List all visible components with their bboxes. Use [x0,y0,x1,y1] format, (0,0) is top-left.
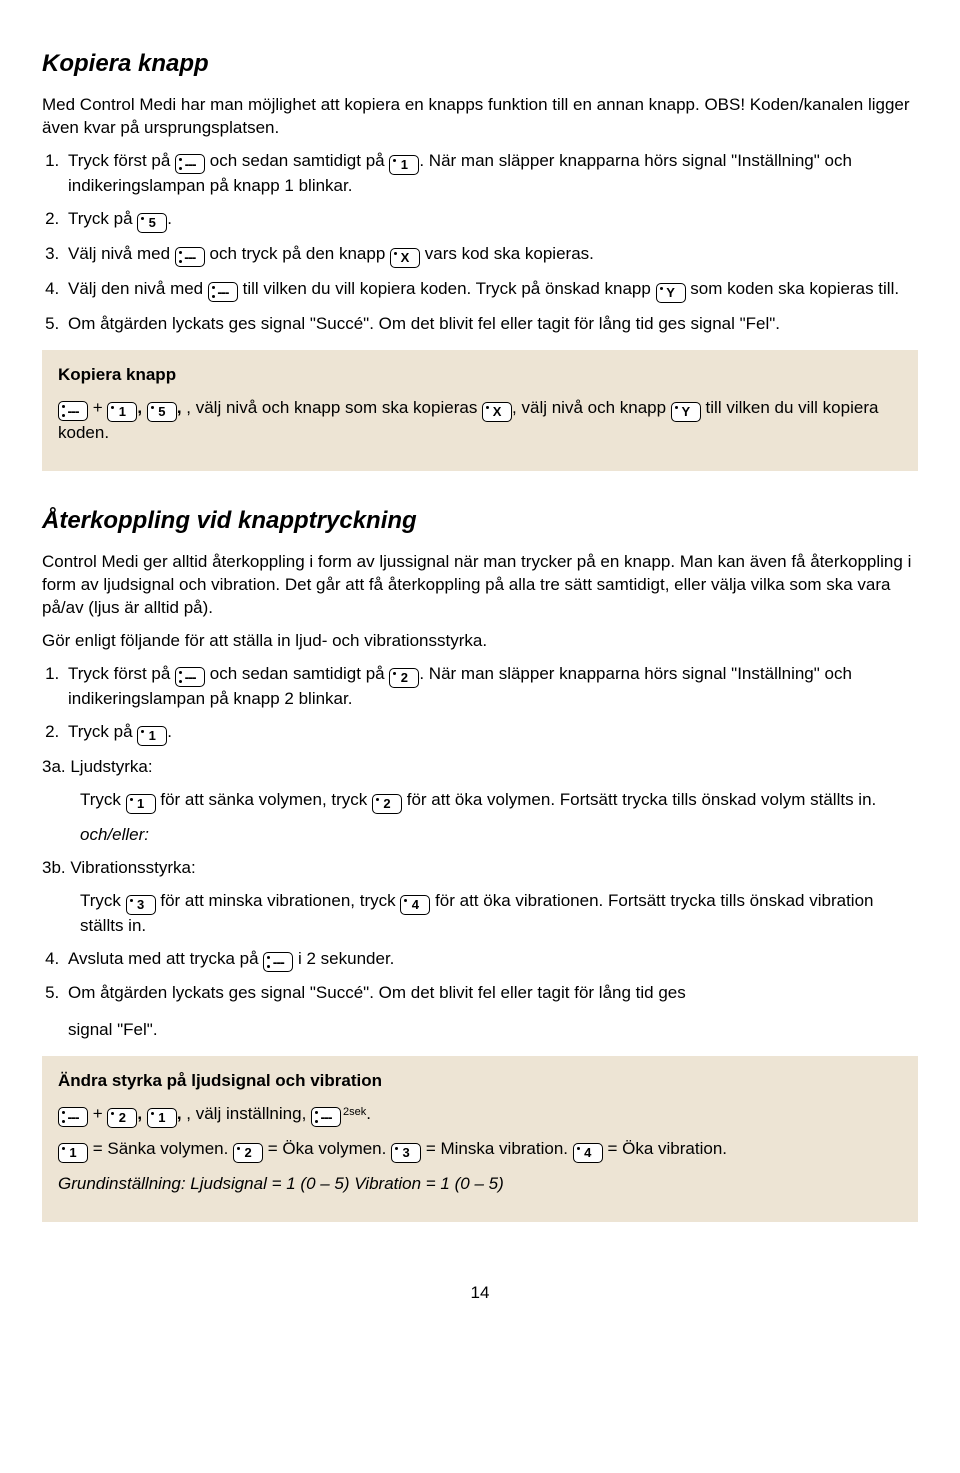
summary-line: --- + 1, 5, , välj nivå och knapp som sk… [58,397,902,445]
key-4-icon: 4 [400,895,430,915]
text: som koden ska kopieras till. [686,279,900,298]
key-y-icon: Y [671,402,701,422]
text: , välj inställning, [186,1104,311,1123]
key-dash-icon: --- [175,247,205,267]
s2-step4: Avsluta med att trycka på --- i 2 sekund… [64,948,918,972]
key-3-icon: 3 [391,1143,421,1163]
text: , välj nivå och knapp som ska kopieras [186,398,482,417]
text: signal "Fel". [68,1019,918,1042]
key-x-icon: X [482,402,512,422]
text: , [137,1104,146,1123]
s1-step4: Välj den nivå med --- till vilken du vil… [64,278,918,303]
key-1-icon: 1 [107,402,137,422]
page-number: 14 [42,1282,918,1305]
key-2-icon: 2 [372,794,402,814]
key-1-icon: 1 [137,726,167,746]
text: + [88,1104,107,1123]
key-x-icon: X [390,248,420,268]
text: , [177,1104,186,1123]
text: Tryck [80,891,126,910]
s2-step2: Tryck på 1. [64,721,918,746]
sup-2sek: 2sek [343,1106,366,1118]
text: för att sänka volymen, tryck [156,790,372,809]
text: Välj nivå med [68,244,175,263]
text: Tryck [80,790,126,809]
summary-line1: --- + 2, 1, , välj inställning, ---2sek. [58,1103,902,1128]
key-1-icon: 1 [389,155,419,175]
text: Tryck på [68,722,137,741]
s1-step2: Tryck på 5. [64,208,918,233]
s2-step1: Tryck först på --- och sedan samtidigt p… [64,663,918,711]
key-dash-icon: --- [311,1107,341,1127]
text: Tryck på [68,209,137,228]
key-dash-icon: --- [208,282,238,302]
key-dash-icon: --- [175,667,205,687]
section2-intro: Control Medi ger alltid återkoppling i f… [42,551,918,620]
section2-title: Återkoppling vid knapptryckning [42,505,918,537]
s1-step1: Tryck först på --- och sedan samtidigt p… [64,150,918,198]
s2-step3a-label: 3a. Ljudstyrka: [42,756,918,779]
section1-intro: Med Control Medi har man möjlighet att k… [42,94,918,140]
section1-summary-box: Kopiera knapp --- + 1, 5, , välj nivå oc… [42,350,918,471]
text: Tryck först på [68,151,175,170]
key-dash-icon: --- [263,952,293,972]
s2-step5: Om åtgärden lyckats ges signal "Succé". … [64,982,918,1042]
key-3-icon: 3 [126,895,156,915]
text: för att öka volymen. Fortsätt trycka til… [402,790,876,809]
summary-title: Ändra styrka på ljudsignal och vibration [58,1070,902,1093]
text: , [177,398,186,417]
text: = Öka volymen. [263,1139,391,1158]
summary-legend: 1 = Sänka volymen. 2 = Öka volymen. 3 = … [58,1138,902,1163]
text: för att minska vibrationen, tryck [156,891,401,910]
text: . [167,722,172,741]
section2-lead: Gör enligt följande för att ställa in lj… [42,630,918,653]
key-y-icon: Y [656,283,686,303]
text: Om åtgärden lyckats ges signal "Succé". … [68,983,686,1002]
key-2-icon: 2 [389,668,419,688]
text: och sedan samtidigt på [205,664,389,683]
text: , [137,398,146,417]
text: = Öka vibration. [603,1139,727,1158]
s2-step3a-body: Tryck 1 för att sänka volymen, tryck 2 f… [80,789,918,814]
text: = Sänka volymen. [88,1139,233,1158]
text: + [88,398,107,417]
key-2-icon: 2 [233,1143,263,1163]
text: i 2 sekunder. [293,949,394,968]
key-5-icon: 5 [147,402,177,422]
summary-default: Grundinställning: Ljudsignal = 1 (0 – 5)… [58,1173,902,1196]
section1-title: Kopiera knapp [42,48,918,80]
text: Avsluta med att trycka på [68,949,263,968]
s2-and-or: och/eller: [80,824,918,847]
s1-step5: Om åtgärden lyckats ges signal "Succé". … [64,313,918,336]
s2-step3b-body: Tryck 3 för att minska vibrationen, tryc… [80,890,918,938]
key-dash-icon: --- [58,401,88,421]
s2-step3b-label: 3b. Vibrationsstyrka: [42,857,918,880]
text: , välj nivå och knapp [512,398,671,417]
text: och sedan samtidigt på [205,151,389,170]
text: . [366,1104,371,1123]
text: vars kod ska kopieras. [420,244,594,263]
summary-title: Kopiera knapp [58,364,902,387]
text: = Minska vibration. [421,1139,573,1158]
key-1-icon: 1 [147,1108,177,1128]
text: till vilken du vill kopiera koden. Tryck… [238,279,656,298]
key-1-icon: 1 [58,1143,88,1163]
key-dash-icon: --- [175,154,205,174]
text: Välj den nivå med [68,279,208,298]
key-2-icon: 2 [107,1108,137,1128]
s1-step3: Välj nivå med --- och tryck på den knapp… [64,243,918,268]
key-dash-icon: --- [58,1107,88,1127]
key-4-icon: 4 [573,1143,603,1163]
text: . [167,209,172,228]
text: Tryck först på [68,664,175,683]
key-1-icon: 1 [126,794,156,814]
text: och tryck på den knapp [205,244,390,263]
key-5-icon: 5 [137,213,167,233]
section2-summary-box: Ändra styrka på ljudsignal och vibration… [42,1056,918,1222]
